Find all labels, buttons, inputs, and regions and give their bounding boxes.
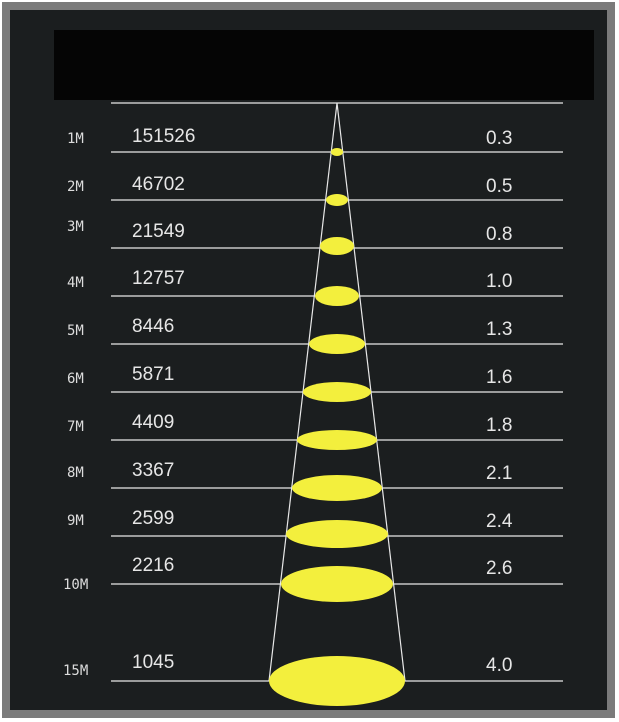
beam-diameter-value: 0.8: [486, 224, 513, 245]
beam-diameter-value: 4.0: [486, 655, 513, 676]
beam-spot: [303, 382, 371, 402]
beam-spot: [297, 430, 377, 450]
beam-spot: [320, 237, 354, 255]
lux-value: 151526: [132, 126, 196, 147]
beam-spot: [281, 566, 393, 602]
lux-value: 4409: [132, 412, 175, 433]
beam-diameter-value: 2.1: [486, 463, 513, 484]
lux-value: 12757: [132, 268, 185, 289]
distance-label: 5M: [67, 323, 84, 339]
beam-diagram: [111, 102, 563, 706]
beam-spot: [309, 334, 365, 354]
lux-value: 8446: [132, 316, 175, 337]
lux-value: 1045: [132, 652, 175, 673]
beam-diameter-value: 2.4: [486, 511, 513, 532]
beam-diameter-value: 1.0: [486, 271, 513, 292]
beam-diameter-value: 1.6: [486, 367, 513, 388]
distance-label: 3M: [67, 219, 84, 235]
beam-spot: [269, 656, 405, 706]
beam-diameter-value: 0.5: [486, 176, 513, 197]
beam-spot: [292, 475, 382, 501]
beam-diameter-value: 0.3: [486, 128, 513, 149]
distance-label: 4M: [67, 275, 84, 291]
lux-value: 46702: [132, 174, 185, 195]
beam-spot: [326, 194, 348, 206]
beam-diameter-value: 1.3: [486, 319, 513, 340]
beam-diameter-value: 1.8: [486, 415, 513, 436]
lux-value: 3367: [132, 460, 175, 481]
header-bar: [54, 30, 594, 100]
beam-diameter-value: 2.6: [486, 558, 513, 579]
lux-value: 5871: [132, 364, 175, 385]
lux-value: 21549: [132, 221, 185, 242]
beam-spot: [315, 286, 359, 306]
beam-spot: [286, 520, 388, 548]
lux-value: 2599: [132, 508, 175, 529]
beam-chart-panel: 1M 151526 0.3 2M 46702 0.5 3M 21549 0.8 4M 12757 1.…: [10, 10, 607, 710]
distance-label: 10M: [63, 577, 89, 593]
distance-label: 7M: [67, 419, 84, 435]
distance-label: 15M: [63, 663, 89, 679]
distance-label: 1M: [67, 131, 84, 147]
lux-value: 2216: [132, 555, 175, 576]
distance-label: 2M: [67, 179, 84, 195]
distance-label: 6M: [67, 371, 84, 387]
beam-spot: [331, 148, 343, 156]
distance-label: 9M: [67, 513, 84, 529]
distance-label: 8M: [67, 465, 84, 481]
